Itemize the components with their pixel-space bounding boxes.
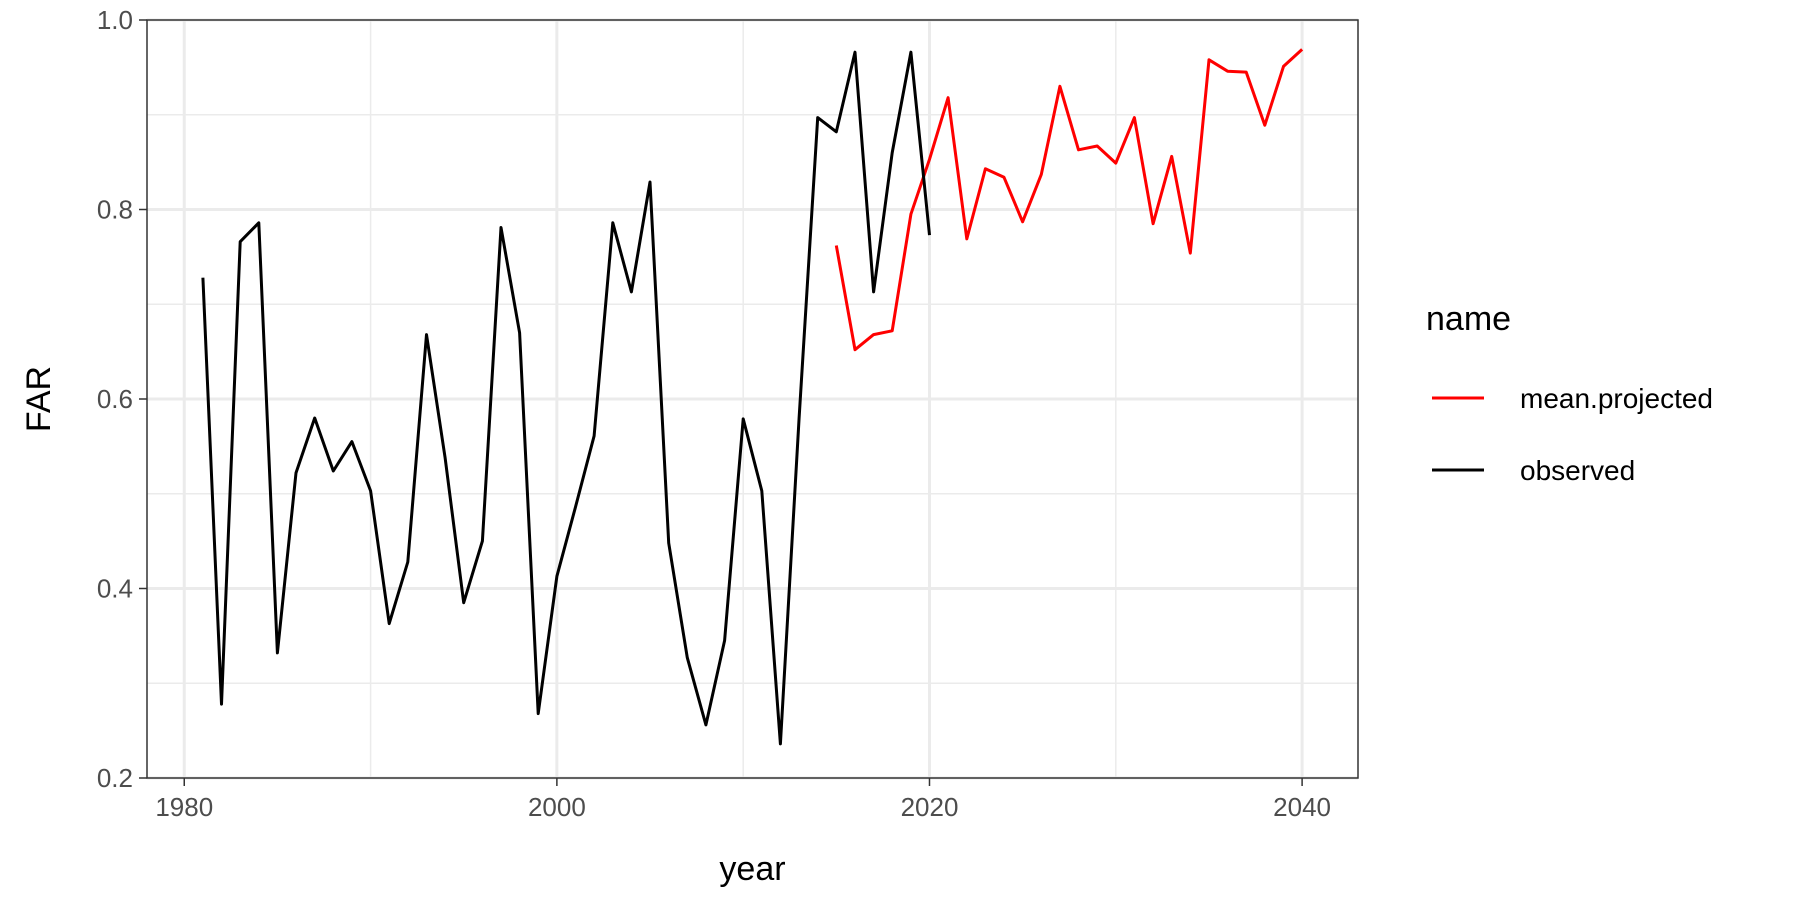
x-tick-label: 2040 (1273, 792, 1331, 822)
x-axis-title: year (719, 850, 785, 888)
x-tick-label: 2000 (528, 792, 586, 822)
plot-panel (146, 18, 1359, 780)
y-tick-label: 0.6 (97, 384, 133, 414)
x-tick-label: 1980 (155, 792, 213, 822)
legend-label-observed: observed (1520, 455, 1635, 486)
x-axis: 1980 2000 2020 2040 (155, 778, 1331, 822)
legend-title: name (1426, 300, 1511, 338)
legend-entries: mean.projected observed (1432, 383, 1713, 486)
y-tick-label: 0.8 (97, 195, 133, 225)
y-axis: 0.2 0.4 0.6 0.8 1.0 (97, 5, 147, 793)
series-line-mean-projected (834, 48, 1304, 352)
y-tick-label: 1.0 (97, 5, 133, 35)
x-tick-label: 2020 (901, 792, 959, 822)
series-layer (201, 48, 1304, 746)
series-line-observed (201, 50, 931, 746)
y-tick-label: 0.4 (97, 574, 133, 604)
legend-label-mean-projected: mean.projected (1520, 383, 1713, 414)
legend: name mean.projected observed (1426, 300, 1713, 486)
y-axis-title: FAR (20, 366, 58, 432)
y-tick-label: 0.2 (97, 763, 133, 793)
